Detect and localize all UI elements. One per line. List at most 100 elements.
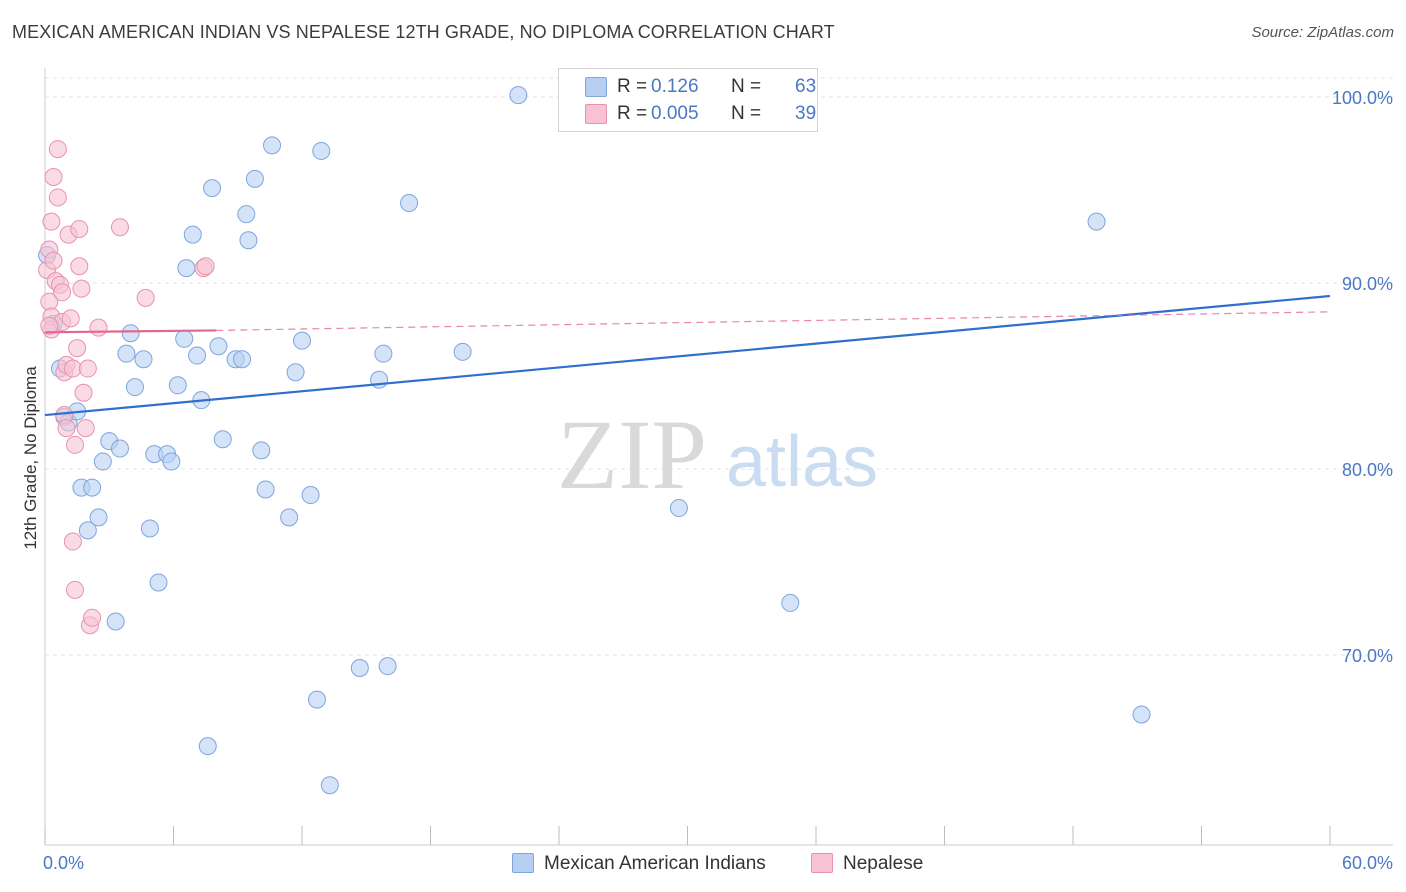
mexican-american-indians-point [198, 737, 217, 756]
nepalese-trend-line-extension [216, 311, 1331, 332]
mexican-american-indians-point [263, 136, 282, 155]
mexican-american-indians-point [110, 439, 129, 458]
mexican-american-indians-point [509, 86, 528, 105]
watermark-zip: ZIP [557, 399, 707, 510]
mexican-american-indians-point [83, 478, 102, 497]
correlation-legend: R = 0.126 N = 63 R = 0.005 N = 39 [558, 68, 818, 132]
nepalese-points [38, 140, 215, 635]
mexican-american-indians-point [203, 179, 222, 198]
nepalese-point [76, 419, 95, 438]
legend-swatch-blue [512, 853, 534, 873]
r-label: R = [617, 103, 648, 124]
mexican-american-indians-point [400, 194, 419, 213]
mexican-american-indians-point [669, 499, 688, 518]
mexican-american-indians-point [781, 593, 800, 612]
nepalese-point [63, 532, 82, 551]
legend-swatch-pink [811, 853, 833, 873]
legend-label: Nepalese [843, 853, 924, 874]
mexican-american-indians-point [93, 452, 112, 471]
nepalese-point [136, 288, 155, 307]
chart-source: Source: ZipAtlas.com [1251, 24, 1394, 41]
nepalese-point [68, 339, 87, 358]
legend-label: Mexican American Indians [544, 853, 766, 874]
nepalese-point [65, 435, 84, 454]
y-axis-label: 12th Grade, No Diploma [21, 366, 40, 550]
nepalese-point [63, 359, 82, 378]
mexican-american-indians-point [140, 519, 159, 538]
mexican-american-indians-point [239, 231, 258, 250]
nepalese-point [44, 251, 63, 270]
mexican-american-indians-point [125, 378, 144, 397]
mexican-american-indians-point [106, 612, 125, 631]
mexican-american-indians-point [374, 344, 393, 363]
nepalese-point [48, 140, 67, 159]
mexican-american-indians-point [1132, 705, 1151, 724]
mexican-american-indians-point [1087, 212, 1106, 231]
mexican-american-indians-point [117, 344, 136, 363]
mexican-american-indians-point [149, 573, 168, 592]
nepalese-point [78, 359, 97, 378]
trend-lines [44, 294, 1331, 417]
mexican-american-indians-point [134, 350, 153, 369]
n-value: 39 [795, 103, 817, 124]
r-value: 0.126 [651, 76, 699, 97]
nepalese-point [65, 580, 84, 599]
mexican-american-indians-point [237, 205, 256, 224]
mexican-american-indians-point [453, 342, 472, 361]
mexican-american-indians-point [301, 486, 320, 505]
mexican-american-indians-point [312, 141, 331, 160]
nepalese-point [40, 316, 59, 335]
nepalese-point [42, 212, 61, 231]
mexican-american-indians-point [245, 169, 264, 188]
nepalese-point [89, 318, 108, 337]
mexican-american-indians-point [121, 324, 140, 343]
y-tick-label: 90.0% [1342, 274, 1393, 294]
nepalese-point [72, 279, 91, 298]
nepalese-point [70, 257, 89, 276]
mexican-american-indians-point [378, 657, 397, 676]
nepalese-point [48, 188, 67, 207]
n-label: N = [731, 76, 762, 97]
mexican-american-indians-point [78, 521, 97, 540]
mexican-american-indians-point [252, 441, 271, 460]
nepalese-point [57, 419, 76, 438]
r-label: R = [617, 76, 648, 97]
r-value: 0.005 [651, 103, 699, 124]
nepalese-point [110, 218, 129, 237]
mexican-american-indians-point [188, 346, 207, 365]
n-value: 63 [795, 76, 817, 97]
mexican-american-indians-point [350, 659, 369, 678]
mexican-american-indians-point [233, 350, 252, 369]
nepalese-point [44, 167, 63, 186]
mexican-american-indians-point [89, 508, 108, 527]
mexican-american-indians-point [320, 776, 339, 795]
x-tick-label-min: 0.0% [43, 853, 84, 873]
mexican-american-indians-point [307, 690, 326, 709]
watermark-atlas: atlas [726, 422, 878, 502]
nepalese-point [74, 383, 93, 402]
x-ticks [44, 826, 1331, 845]
series-legend: Mexican American Indians Nepalese [0, 852, 1406, 878]
nepalese-point [83, 608, 102, 627]
axes [44, 68, 1393, 846]
nepalese-point [53, 283, 72, 302]
mexican-american-indians-point [209, 337, 228, 356]
nepalese-point [70, 220, 89, 239]
chart-title: MEXICAN AMERICAN INDIAN VS NEPALESE 12TH… [12, 22, 835, 42]
mexican-american-indians-point [213, 430, 232, 449]
nepalese-trend-line [44, 329, 217, 334]
y-tick-label: 100.0% [1332, 88, 1393, 108]
y-tick-label: 70.0% [1342, 646, 1393, 666]
mexican-american-indians-point [183, 225, 202, 244]
mexican-american-indians-point [280, 508, 299, 527]
mexican-american-indians-point [175, 329, 194, 348]
x-tick-label-max: 60.0% [1342, 853, 1393, 873]
mexican-american-indians-point [162, 452, 181, 471]
nepalese-point [61, 309, 80, 328]
mexican-american-indians-point [168, 376, 187, 395]
mexican-american-indians-point [286, 363, 305, 382]
mexican-american-indians-trend-line [44, 294, 1331, 417]
nepalese-point [196, 257, 215, 276]
mexican-american-indians-point [177, 259, 196, 278]
mexican-american-indians-point [293, 331, 311, 350]
